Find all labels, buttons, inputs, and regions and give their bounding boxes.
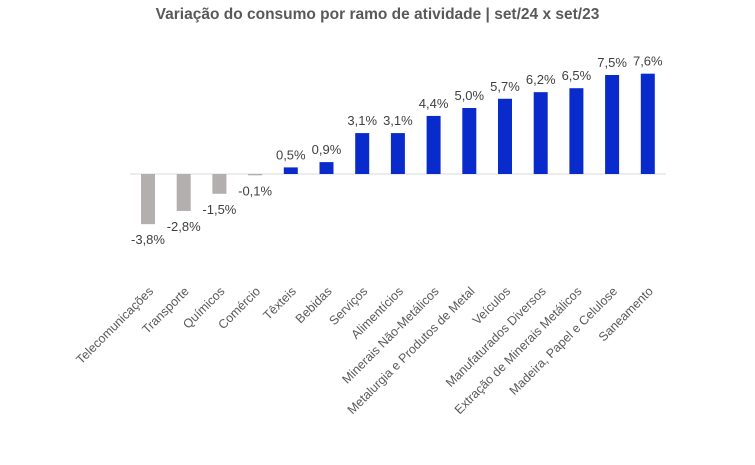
bar-9 — [462, 108, 477, 174]
bar-8 — [426, 115, 441, 174]
bar-3 — [248, 174, 263, 176]
bar-2 — [212, 174, 227, 194]
data-label-7: 3,1% — [383, 113, 413, 128]
data-label-10: 5,7% — [490, 79, 520, 94]
data-label-5: 0,9% — [312, 142, 342, 157]
bar-10 — [498, 98, 512, 174]
data-label-1: -2,8% — [167, 219, 201, 234]
data-label-3: -0,1% — [238, 183, 272, 198]
data-label-4: 0,5% — [276, 147, 306, 162]
data-label-12: 6,5% — [562, 68, 592, 83]
bar-7 — [390, 133, 405, 174]
data-label-9: 5,0% — [454, 88, 484, 103]
bar-12 — [569, 88, 584, 174]
data-label-14: 7,6% — [633, 54, 663, 69]
data-label-0: -3,8% — [131, 232, 165, 247]
bar-5 — [319, 162, 334, 174]
bar-4 — [283, 167, 298, 174]
bar-13 — [605, 75, 620, 174]
data-label-13: 7,5% — [597, 55, 627, 70]
chart-title: Variação do consumo por ramo de atividad… — [155, 6, 600, 23]
bar-14 — [640, 73, 655, 174]
data-label-6: 3,1% — [347, 113, 377, 128]
bar-0 — [141, 174, 155, 225]
data-label-2: -1,5% — [202, 202, 236, 217]
data-label-8: 4,4% — [419, 96, 449, 111]
bar-6 — [355, 133, 370, 174]
data-label-11: 6,2% — [526, 72, 556, 87]
bar-1 — [176, 174, 191, 211]
bar-11 — [533, 92, 548, 174]
